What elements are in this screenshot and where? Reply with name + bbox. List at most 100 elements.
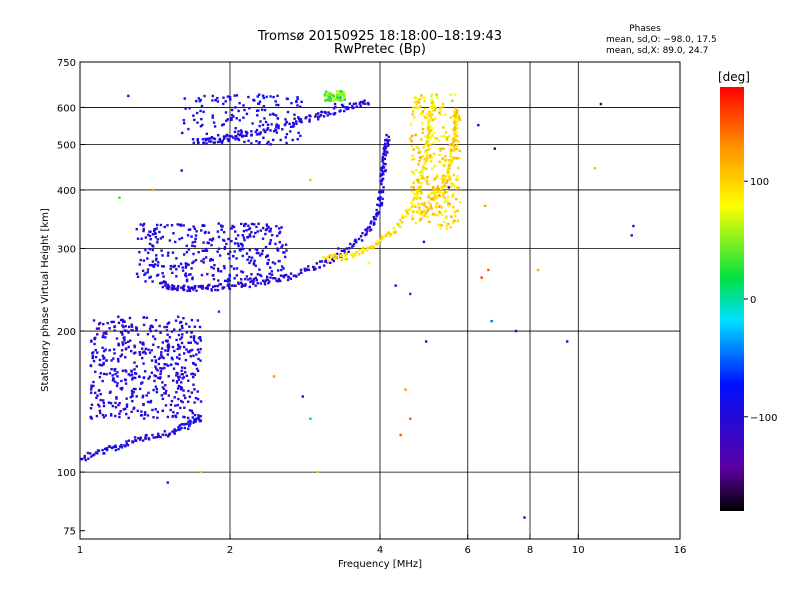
data-point bbox=[245, 252, 249, 255]
data-point bbox=[266, 262, 269, 266]
data-point bbox=[154, 360, 158, 364]
data-point bbox=[380, 166, 383, 170]
data-point bbox=[404, 388, 407, 391]
data-point bbox=[317, 112, 320, 115]
data-point bbox=[169, 267, 172, 271]
data-point bbox=[437, 223, 440, 227]
data-point bbox=[144, 352, 147, 355]
data-point bbox=[171, 284, 174, 287]
data-point bbox=[275, 114, 278, 117]
data-point bbox=[228, 250, 232, 254]
data-point bbox=[217, 222, 220, 225]
data-point bbox=[338, 93, 342, 96]
data-point bbox=[458, 149, 461, 153]
data-point bbox=[327, 111, 330, 114]
data-point bbox=[223, 239, 226, 242]
data-point bbox=[332, 259, 335, 263]
data-point bbox=[275, 131, 279, 134]
data-point bbox=[453, 135, 457, 138]
data-point bbox=[152, 436, 155, 439]
data-point bbox=[365, 249, 369, 252]
data-point bbox=[110, 359, 113, 362]
data-point bbox=[184, 272, 187, 275]
data-point bbox=[269, 95, 272, 98]
data-point bbox=[416, 202, 420, 206]
data-point bbox=[437, 205, 441, 209]
colorbar-tick-label: 0 bbox=[750, 295, 756, 306]
data-point bbox=[93, 453, 96, 456]
data-point bbox=[181, 269, 185, 272]
data-point bbox=[274, 100, 277, 103]
data-point bbox=[339, 95, 342, 99]
data-point bbox=[174, 362, 178, 365]
data-point bbox=[93, 391, 97, 395]
data-point bbox=[95, 414, 99, 418]
data-point bbox=[229, 98, 232, 101]
data-point bbox=[238, 134, 242, 137]
data-point bbox=[456, 219, 460, 223]
data-point bbox=[439, 227, 442, 230]
data-point bbox=[299, 134, 302, 138]
data-point bbox=[405, 208, 409, 212]
data-point bbox=[318, 265, 321, 269]
data-point bbox=[151, 188, 155, 192]
data-point bbox=[97, 389, 101, 392]
data-point bbox=[162, 275, 165, 278]
data-point bbox=[297, 131, 300, 135]
data-point bbox=[385, 232, 388, 236]
data-point bbox=[430, 128, 433, 131]
data-point bbox=[166, 353, 169, 356]
data-point bbox=[381, 177, 385, 180]
data-point bbox=[98, 375, 102, 379]
data-point bbox=[334, 97, 337, 101]
data-point bbox=[269, 276, 272, 279]
data-point bbox=[332, 107, 336, 110]
data-point bbox=[144, 236, 148, 239]
data-point bbox=[326, 91, 330, 95]
data-point bbox=[409, 139, 412, 142]
data-point bbox=[423, 100, 426, 103]
data-point bbox=[217, 310, 221, 313]
data-point bbox=[108, 444, 111, 448]
data-point bbox=[166, 349, 170, 353]
data-point bbox=[142, 222, 146, 226]
data-point bbox=[97, 403, 100, 406]
data-point bbox=[306, 265, 310, 268]
data-point bbox=[159, 367, 162, 370]
data-point bbox=[220, 141, 224, 144]
data-point bbox=[114, 445, 118, 449]
data-point bbox=[345, 107, 348, 111]
data-point bbox=[409, 417, 412, 420]
data-point bbox=[250, 133, 253, 137]
data-point bbox=[214, 288, 217, 292]
data-point bbox=[119, 318, 123, 322]
data-point bbox=[237, 109, 240, 113]
data-point bbox=[430, 207, 433, 210]
data-point bbox=[457, 115, 461, 118]
data-point bbox=[431, 167, 434, 170]
data-point bbox=[200, 259, 203, 263]
data-point bbox=[344, 254, 347, 257]
data-point bbox=[185, 322, 188, 326]
data-point bbox=[144, 248, 147, 252]
data-point bbox=[444, 210, 447, 213]
data-point bbox=[143, 350, 146, 353]
data-point bbox=[446, 199, 449, 202]
data-point bbox=[151, 408, 154, 412]
data-point bbox=[440, 186, 444, 189]
data-point bbox=[323, 94, 327, 98]
data-point bbox=[280, 226, 283, 229]
data-point bbox=[175, 380, 179, 383]
data-point bbox=[191, 348, 194, 352]
data-point bbox=[103, 447, 107, 451]
data-point bbox=[225, 242, 228, 246]
data-point bbox=[133, 376, 137, 380]
data-point bbox=[228, 287, 232, 291]
data-point bbox=[225, 135, 228, 138]
data-point bbox=[156, 273, 160, 277]
data-point bbox=[436, 190, 439, 193]
data-point bbox=[423, 158, 426, 161]
data-point bbox=[177, 426, 180, 429]
data-point bbox=[161, 265, 164, 268]
